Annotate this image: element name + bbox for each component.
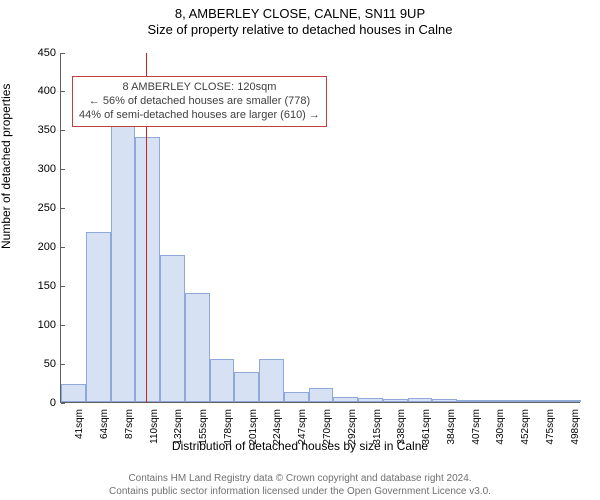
y-tick-label: 200 <box>16 241 56 253</box>
y-tick-label: 50 <box>16 358 56 370</box>
histogram-bar <box>234 372 259 402</box>
y-tick-label: 450 <box>16 47 56 59</box>
histogram-bar <box>457 400 482 402</box>
x-axis-title: Distribution of detached houses by size … <box>0 439 600 453</box>
chart-title-sub: Size of property relative to detached ho… <box>0 22 600 38</box>
y-tick <box>61 53 65 54</box>
histogram-bar <box>284 392 309 401</box>
chart-title-main: 8, AMBERLEY CLOSE, CALNE, SN11 9UP <box>0 6 600 22</box>
histogram-bar <box>185 293 210 402</box>
footer-line-2: Contains public sector information licen… <box>0 486 600 499</box>
histogram-bar <box>358 398 383 402</box>
y-tick <box>61 286 65 287</box>
y-tick <box>61 403 65 404</box>
y-tick-label: 150 <box>16 280 56 292</box>
y-tick-label: 300 <box>16 163 56 175</box>
annotation-line: 8 AMBERLEY CLOSE: 120sqm <box>79 80 320 94</box>
annotation-box: 8 AMBERLEY CLOSE: 120sqm← 56% of detache… <box>72 76 327 127</box>
histogram-bar <box>482 400 507 402</box>
histogram-bar <box>111 83 136 402</box>
histogram-bar <box>135 137 160 401</box>
y-tick-label: 0 <box>16 397 56 409</box>
histogram-bar <box>556 400 581 402</box>
histogram-bar <box>432 399 457 401</box>
histogram-bar <box>507 400 532 402</box>
annotation-line: 44% of semi-detached houses are larger (… <box>79 108 320 122</box>
y-tick-label: 400 <box>16 85 56 97</box>
y-axis-title: Number of detached properties <box>0 83 13 248</box>
histogram-bar <box>333 397 358 402</box>
histogram-bar <box>259 359 284 402</box>
histogram-bar <box>160 255 185 401</box>
y-tick <box>61 169 65 170</box>
y-tick <box>61 247 65 248</box>
y-tick <box>61 91 65 92</box>
y-tick <box>61 325 65 326</box>
histogram-bar <box>61 384 86 402</box>
y-tick <box>61 208 65 209</box>
histogram-bar <box>531 400 556 402</box>
histogram-bar <box>309 388 334 402</box>
footer-attribution: Contains HM Land Registry data © Crown c… <box>0 473 600 498</box>
y-tick <box>61 364 65 365</box>
y-tick-label: 350 <box>16 124 56 136</box>
histogram-bar <box>86 232 111 402</box>
chart-area: Number of detached properties 0 50 100 150 2… <box>0 39 600 459</box>
annotation-line: ← 56% of detached houses are smaller (77… <box>79 94 320 108</box>
footer-line-1: Contains HM Land Registry data © Crown c… <box>0 473 600 486</box>
y-tick-label: 100 <box>16 319 56 331</box>
histogram-bar <box>210 359 235 402</box>
y-tick-label: 250 <box>16 202 56 214</box>
y-tick <box>61 130 65 131</box>
histogram-bar <box>383 399 408 401</box>
histogram-bar <box>408 398 433 401</box>
